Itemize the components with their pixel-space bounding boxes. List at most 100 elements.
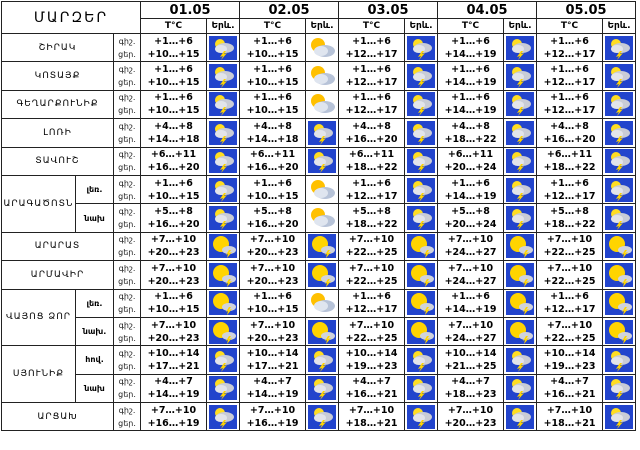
temp-column-header: T°C — [536, 18, 603, 34]
day-temperature: +18…+22 — [543, 162, 596, 174]
subregion-label: լեռ. — [75, 288, 114, 318]
day-temperature: +14…+18 — [147, 133, 200, 145]
day-label: ցեր. — [118, 49, 136, 59]
night-temperature: +7…+10 — [249, 404, 296, 416]
weather-column-header: Երև. — [602, 18, 636, 34]
night-label: գիշ. — [118, 150, 136, 160]
night-temperature: +1…+6 — [352, 92, 391, 104]
day-temperature: +10…+15 — [246, 77, 299, 89]
temperature-cell: +1…+6 +12…+17 — [338, 32, 405, 63]
temperature-cell: +1…+6 +10…+15 — [239, 89, 306, 120]
temp-column-header: T°C — [140, 18, 207, 34]
temperature-cell: +10…+14 +19…+23 — [536, 345, 603, 375]
thunderstorm-icon — [404, 146, 438, 176]
night-label: գիշ. — [118, 207, 136, 217]
day-temperature: +17…+21 — [147, 360, 200, 372]
night-temperature: +1…+6 — [352, 177, 391, 189]
day-temperature: +12…+17 — [345, 77, 398, 89]
region-name: ԱՐԱԳԱԾՈՏՆ — [1, 174, 76, 233]
day-label: ցեր. — [118, 220, 136, 230]
sun-thunderstorm-icon — [404, 260, 438, 290]
temperature-cell: +1…+6 +14…+19 — [437, 288, 504, 318]
night-temperature: +1…+6 — [253, 92, 292, 104]
day-temperature: +16…+20 — [246, 219, 299, 231]
temperature-cell: +4…+7 +16…+21 — [338, 373, 405, 404]
partly-cloudy-icon — [305, 174, 339, 205]
night-temperature: +6…+11 — [150, 149, 197, 161]
thunderstorm-icon — [404, 118, 438, 148]
thunderstorm-icon — [602, 89, 636, 120]
thunderstorm-icon — [503, 174, 537, 205]
day-temperature: +16…+19 — [147, 417, 200, 429]
night-temperature: +4…+8 — [550, 120, 589, 132]
temperature-cell: +1…+6 +12…+17 — [536, 174, 603, 205]
day-temperature: +10…+15 — [147, 105, 200, 117]
night-temperature: +6…+11 — [546, 149, 593, 161]
temperature-cell: +5…+8 +18…+22 — [338, 203, 405, 233]
temperature-cell: +4…+8 +16…+20 — [338, 118, 405, 148]
thunderstorm-icon — [503, 345, 537, 375]
temperature-cell: +1…+6 +10…+15 — [239, 32, 306, 63]
day-label: ցեր. — [118, 390, 136, 400]
night-temperature: +7…+10 — [447, 262, 494, 274]
temperature-cell: +5…+8 +16…+20 — [239, 203, 306, 233]
temperature-cell: +1…+6 +14…+19 — [437, 89, 504, 120]
night-temperature: +1…+6 — [451, 64, 490, 76]
night-temperature: +1…+6 — [352, 35, 391, 47]
thunderstorm-icon — [503, 32, 537, 63]
time-of-day-labels: գիշ. ցեր. — [113, 260, 141, 290]
day-temperature: +16…+20 — [543, 133, 596, 145]
night-temperature: +7…+10 — [348, 319, 395, 331]
sun-thunderstorm-icon — [206, 231, 240, 262]
table-row: ԿՈՏԱՅՔ գիշ. ցեր. +1…+6 +10…+15 +1…+6 +10…+15 +1… — [1, 61, 636, 91]
sun-thunderstorm-icon — [503, 288, 537, 318]
day-label: ցեր. — [118, 163, 136, 173]
night-temperature: +1…+6 — [154, 64, 193, 76]
time-of-day-labels: գիշ. ցեր. — [113, 345, 141, 375]
partly-cloudy-icon — [305, 32, 339, 63]
sun-thunderstorm-icon — [206, 260, 240, 290]
temperature-cell: +7…+10 +20…+23 — [140, 316, 207, 347]
night-temperature: +1…+6 — [550, 35, 589, 47]
temperature-cell: +7…+10 +16…+19 — [140, 402, 207, 432]
thunderstorm-icon — [503, 373, 537, 404]
thunderstorm-icon — [206, 174, 240, 205]
time-of-day-labels: գիշ. ցեր. — [113, 146, 141, 176]
day-temperature: +12…+17 — [543, 190, 596, 202]
date-header: 05.05 — [536, 1, 636, 19]
temperature-cell: +4…+7 +16…+21 — [536, 373, 603, 404]
night-temperature: +5…+8 — [352, 206, 391, 218]
day-label: ցեր. — [118, 106, 136, 116]
day-temperature: +10…+15 — [246, 304, 299, 316]
date-header: 04.05 — [437, 1, 537, 19]
sun-thunderstorm-icon — [206, 288, 240, 318]
temperature-cell: +1…+6 +12…+17 — [338, 174, 405, 205]
temperature-cell: +10…+14 +17…+21 — [239, 345, 306, 375]
temperature-cell: +1…+6 +12…+17 — [536, 32, 603, 63]
temp-column-header: T°C — [437, 18, 504, 34]
temperature-cell: +6…+11 +16…+20 — [140, 146, 207, 176]
day-temperature: +12…+17 — [345, 304, 398, 316]
region-name: ԱՐՄԱՎԻՐ — [1, 260, 114, 290]
time-of-day-labels: գիշ. ցեր. — [113, 89, 141, 120]
night-temperature: +1…+6 — [253, 177, 292, 189]
thunderstorm-icon — [206, 61, 240, 91]
date-header: 02.05 — [239, 1, 339, 19]
day-temperature: +19…+23 — [543, 360, 596, 372]
day-temperature: +17…+21 — [246, 360, 299, 372]
night-temperature: +1…+6 — [253, 64, 292, 76]
day-temperature: +14…+19 — [444, 77, 497, 89]
temperature-cell: +1…+6 +10…+15 — [140, 61, 207, 91]
date-header: 03.05 — [338, 1, 438, 19]
sun-thunderstorm-icon — [602, 231, 636, 262]
partly-cloudy-icon — [305, 89, 339, 120]
night-label: գիշ. — [118, 405, 136, 415]
temperature-cell: +7…+10 +18…+21 — [536, 402, 603, 432]
thunderstorm-icon — [404, 203, 438, 233]
thunderstorm-icon — [602, 61, 636, 91]
day-temperature: +20…+24 — [444, 162, 497, 174]
night-temperature: +7…+10 — [447, 319, 494, 331]
thunderstorm-icon — [503, 146, 537, 176]
thunderstorm-icon — [404, 402, 438, 432]
day-label: ցեր. — [118, 333, 136, 343]
